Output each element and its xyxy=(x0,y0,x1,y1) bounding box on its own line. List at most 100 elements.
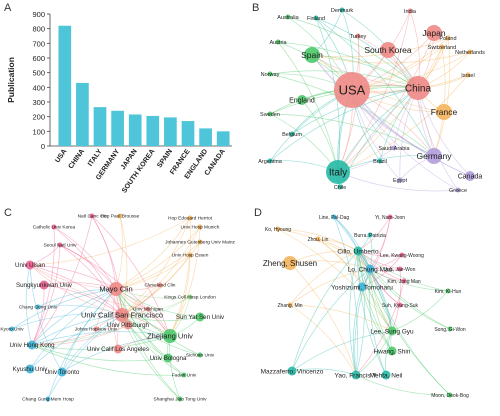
node xyxy=(381,370,391,380)
edge xyxy=(289,304,357,376)
node-label: Belgium xyxy=(282,132,302,138)
node xyxy=(267,111,273,117)
edge xyxy=(11,313,123,330)
node-label: Lee, Sung Gyu xyxy=(370,328,414,335)
node xyxy=(331,214,337,220)
node xyxy=(387,346,397,356)
edge xyxy=(37,288,117,308)
x-tick-label: SOUTH KOREA xyxy=(121,148,156,194)
node-label: Kyoto Univ xyxy=(0,327,24,333)
edge xyxy=(31,296,191,346)
edge xyxy=(289,304,393,332)
node-label: Univ Hosp Munich xyxy=(181,225,220,231)
node xyxy=(465,72,471,78)
node-label: Zhang, Min xyxy=(277,303,302,309)
node-label: Israel xyxy=(461,73,474,79)
y-tick-label: 900 xyxy=(32,10,45,19)
node-label: Switzerland xyxy=(428,45,456,51)
y-tick-label: 700 xyxy=(32,39,45,48)
edge xyxy=(169,254,191,337)
node xyxy=(326,160,350,184)
node xyxy=(275,226,281,232)
node-label: Saudi Arabia xyxy=(378,146,410,152)
node-label: Kyushu Univ xyxy=(13,366,49,373)
edge xyxy=(269,113,435,157)
node xyxy=(93,326,99,332)
node xyxy=(157,282,163,288)
edge xyxy=(355,250,365,376)
edge xyxy=(31,331,171,346)
edge xyxy=(369,268,393,332)
node-label: Fudan Univ xyxy=(172,373,197,379)
node xyxy=(353,246,363,256)
node-label: Sun Yat Sen Univ xyxy=(176,314,225,321)
edge xyxy=(29,314,123,370)
edge xyxy=(337,10,411,173)
node-label: Zheng, Shusen xyxy=(263,259,317,268)
y-tick-label: 0 xyxy=(41,142,45,151)
edge xyxy=(115,288,191,299)
edge xyxy=(31,215,93,346)
edge xyxy=(121,314,201,322)
edge xyxy=(115,288,185,376)
edge xyxy=(311,54,435,157)
node-label: Line, Pal-Dag xyxy=(319,215,350,221)
node-label: Song, Gi-Won xyxy=(434,327,466,333)
node-label: Australia xyxy=(277,15,299,21)
edge xyxy=(337,32,435,173)
node xyxy=(27,340,37,350)
edge xyxy=(269,87,419,162)
labels: USA China Japan South Korea India Denmark Finl… xyxy=(258,8,485,194)
edge xyxy=(354,268,371,376)
edge xyxy=(368,268,387,376)
edge xyxy=(121,217,191,316)
node xyxy=(51,224,57,230)
node xyxy=(465,171,475,181)
y-tick-label: 600 xyxy=(32,54,45,63)
edge xyxy=(355,374,451,396)
edge xyxy=(289,262,357,376)
node-label: Hwang, Shin xyxy=(374,348,411,355)
node xyxy=(337,184,343,190)
edge xyxy=(119,215,128,316)
node-label: Canada xyxy=(458,173,483,180)
node-label: Johns Hopkins Univ xyxy=(75,327,118,333)
edge xyxy=(357,250,405,282)
edge xyxy=(43,284,123,316)
node-label: Univ Hong Kong xyxy=(9,342,55,349)
node-label: Germany xyxy=(417,151,453,161)
edge xyxy=(287,16,419,89)
bar xyxy=(199,128,212,146)
edge xyxy=(29,264,123,316)
node-label: Norway xyxy=(261,72,280,78)
edge xyxy=(115,254,191,290)
edge xyxy=(31,344,169,362)
node-label: Moon, Deok-Bog xyxy=(431,393,469,399)
edge xyxy=(357,250,393,352)
nodes xyxy=(9,213,205,402)
edge xyxy=(291,368,357,376)
y-tick-label: 200 xyxy=(32,113,45,122)
node xyxy=(455,187,461,193)
edge xyxy=(311,54,471,177)
edge xyxy=(31,344,185,376)
edge xyxy=(355,280,405,376)
edge xyxy=(61,288,117,373)
edge xyxy=(361,286,393,352)
node-label: Joh, Jae-Won xyxy=(385,267,416,273)
node xyxy=(25,364,35,374)
bar xyxy=(146,115,160,146)
edge xyxy=(31,226,55,346)
node xyxy=(315,236,321,242)
edge xyxy=(31,308,149,346)
node xyxy=(39,280,49,290)
edge xyxy=(29,264,117,290)
edge xyxy=(337,171,459,192)
edge xyxy=(29,264,123,316)
edge xyxy=(351,89,471,177)
edge xyxy=(291,250,359,372)
edge xyxy=(277,41,419,89)
bar xyxy=(93,107,107,146)
